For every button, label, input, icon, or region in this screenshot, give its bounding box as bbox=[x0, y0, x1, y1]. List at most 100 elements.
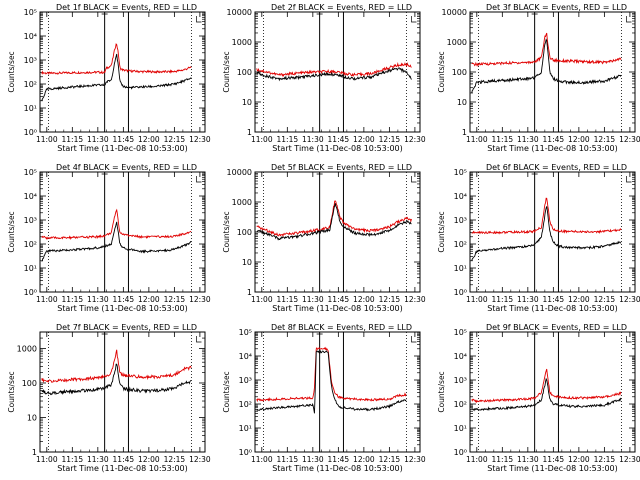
panel: Det 4f BLACK = Events, RED = LLD 10⁰ 10¹ 10… bbox=[7, 163, 211, 313]
panel: Det 2f BLACK = Events, RED = LLD 1 10 100 10… bbox=[222, 3, 426, 153]
x-tick-label: 11:00 bbox=[36, 295, 58, 304]
y-tick-label: 10 bbox=[242, 98, 252, 107]
x-tick-label: 12:30 bbox=[189, 135, 211, 144]
panel: Det 9f BLACK = Events, RED = LLD 10⁰ 10¹ 10… bbox=[437, 323, 640, 473]
y-tick-label: 10² bbox=[239, 400, 252, 409]
corner-mark bbox=[411, 336, 417, 343]
y-tick-label: 10³ bbox=[24, 216, 37, 225]
x-axis-label: Start Time (11-Dec-08 10:53:00) bbox=[272, 464, 403, 473]
y-tick-label: 10⁵ bbox=[24, 168, 37, 177]
y-axis-label: Counts/sec bbox=[222, 371, 231, 412]
y-tick-label: 10⁰ bbox=[454, 448, 467, 457]
events-series-line bbox=[471, 377, 622, 412]
events-series-line bbox=[41, 221, 192, 262]
lld-series-line bbox=[41, 208, 192, 240]
y-tick-label: 10³ bbox=[454, 216, 467, 225]
x-tick-label: 12:15 bbox=[379, 295, 401, 304]
y-tick-label: 10⁵ bbox=[454, 328, 467, 337]
lld-series-line bbox=[41, 43, 192, 76]
corner-mark bbox=[626, 16, 632, 23]
y-tick-label: 100 bbox=[22, 379, 37, 388]
y-tick-label: 10¹ bbox=[454, 424, 467, 433]
y-tick-label: 10² bbox=[24, 240, 37, 249]
y-tick-label: 1 bbox=[247, 128, 252, 137]
x-tick-label: 12:00 bbox=[138, 295, 160, 304]
y-tick-label: 10⁰ bbox=[454, 288, 467, 297]
y-tick-label: 10¹ bbox=[24, 104, 37, 113]
lld-series-line bbox=[471, 368, 622, 404]
y-axis-label: Counts/sec bbox=[222, 51, 231, 92]
y-tick-label: 100 bbox=[237, 228, 252, 237]
x-tick-label: 11:30 bbox=[87, 135, 109, 144]
y-tick-label: 10⁰ bbox=[239, 448, 252, 457]
y-tick-label: 1000 bbox=[232, 38, 252, 47]
x-tick-label: 11:30 bbox=[517, 135, 539, 144]
y-tick-label: 10000 bbox=[442, 8, 467, 17]
x-tick-label: 11:00 bbox=[36, 135, 58, 144]
x-tick-label: 12:00 bbox=[568, 455, 590, 464]
y-tick-label: 10⁰ bbox=[24, 288, 37, 297]
x-tick-label: 12:00 bbox=[138, 135, 160, 144]
corner-mark bbox=[411, 176, 417, 183]
y-tick-label: 100 bbox=[452, 68, 467, 77]
panel-title: Det 8f BLACK = Events, RED = LLD bbox=[271, 323, 412, 332]
panel: Det 3f BLACK = Events, RED = LLD 1 10 100 10… bbox=[437, 3, 640, 153]
plot-frame bbox=[254, 171, 421, 293]
x-tick-label: 11:45 bbox=[328, 135, 350, 144]
y-tick-label: 10¹ bbox=[454, 264, 467, 273]
events-series-line bbox=[41, 363, 192, 396]
y-tick-label: 1 bbox=[462, 128, 467, 137]
panel: Det 5f BLACK = Events, RED = LLD 1 10 100 10… bbox=[222, 163, 426, 313]
x-tick-label: 11:15 bbox=[62, 455, 84, 464]
x-tick-label: 11:45 bbox=[543, 455, 565, 464]
x-tick-label: 11:30 bbox=[302, 455, 324, 464]
y-tick-label: 1 bbox=[32, 448, 37, 457]
panel-title: Det 3f BLACK = Events, RED = LLD bbox=[486, 3, 627, 12]
x-tick-label: 12:15 bbox=[379, 455, 401, 464]
y-tick-label: 10⁴ bbox=[239, 352, 252, 361]
y-axis-label: Counts/sec bbox=[437, 51, 446, 92]
y-tick-label: 10000 bbox=[227, 168, 252, 177]
x-tick-label: 11:00 bbox=[466, 295, 488, 304]
x-tick-label: 12:30 bbox=[189, 295, 211, 304]
y-tick-label: 10³ bbox=[24, 56, 37, 65]
y-axis-label: Counts/sec bbox=[437, 211, 446, 252]
plot-frame bbox=[39, 331, 206, 453]
x-axis-label: Start Time (11-Dec-08 10:53:00) bbox=[487, 144, 618, 153]
panel-title: Det 1f BLACK = Events, RED = LLD bbox=[56, 3, 197, 12]
lld-series-line bbox=[471, 32, 622, 67]
events-series-line bbox=[256, 67, 412, 82]
x-tick-label: 11:15 bbox=[492, 455, 514, 464]
y-tick-label: 1000 bbox=[17, 344, 37, 353]
panel-title: Det 2f BLACK = Events, RED = LLD bbox=[271, 3, 412, 12]
panel-title: Det 4f BLACK = Events, RED = LLD bbox=[56, 163, 197, 172]
x-tick-label: 12:00 bbox=[353, 295, 375, 304]
plot-frame bbox=[469, 11, 636, 133]
x-tick-label: 12:15 bbox=[164, 135, 186, 144]
y-axis-label: Counts/sec bbox=[7, 371, 16, 412]
x-tick-label: 11:30 bbox=[517, 455, 539, 464]
y-tick-label: 10⁵ bbox=[24, 8, 37, 17]
x-tick-label: 11:00 bbox=[251, 455, 273, 464]
panel-title: Det 6f BLACK = Events, RED = LLD bbox=[486, 163, 627, 172]
y-tick-label: 10⁵ bbox=[239, 328, 252, 337]
panel-title: Det 5f BLACK = Events, RED = LLD bbox=[271, 163, 412, 172]
y-tick-label: 10⁵ bbox=[454, 168, 467, 177]
y-tick-label: 10³ bbox=[454, 376, 467, 385]
events-series-line bbox=[471, 38, 622, 94]
x-tick-label: 11:00 bbox=[36, 455, 58, 464]
x-tick-label: 12:00 bbox=[353, 455, 375, 464]
lld-series-line bbox=[256, 346, 407, 403]
x-tick-label: 12:15 bbox=[164, 295, 186, 304]
y-tick-label: 10 bbox=[27, 413, 37, 422]
x-tick-label: 11:45 bbox=[328, 295, 350, 304]
events-series-line bbox=[256, 203, 412, 241]
x-tick-label: 11:15 bbox=[62, 295, 84, 304]
x-tick-label: 12:30 bbox=[619, 295, 640, 304]
x-axis-label: Start Time (11-Dec-08 10:53:00) bbox=[272, 144, 403, 153]
y-axis-label: Counts/sec bbox=[222, 211, 231, 252]
x-tick-label: 11:45 bbox=[113, 455, 135, 464]
y-tick-label: 10² bbox=[24, 80, 37, 89]
